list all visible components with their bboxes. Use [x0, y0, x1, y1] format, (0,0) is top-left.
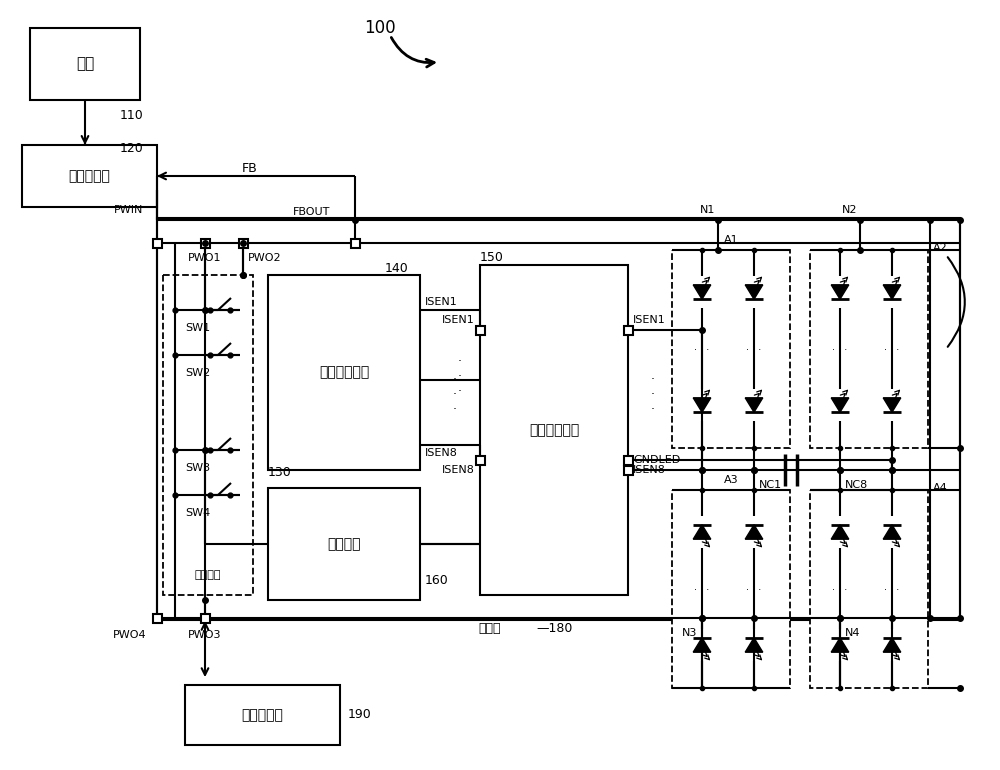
- Text: PWO4: PWO4: [113, 630, 147, 640]
- Text: SW3: SW3: [185, 463, 210, 473]
- Bar: [152, 239, 162, 247]
- Text: ISEN1: ISEN1: [442, 315, 475, 325]
- Bar: [200, 614, 210, 622]
- Text: N2: N2: [842, 205, 857, 215]
- Bar: [810, 490, 928, 688]
- Polygon shape: [883, 285, 901, 300]
- Polygon shape: [693, 398, 711, 412]
- Polygon shape: [883, 525, 901, 539]
- Bar: [476, 456, 484, 464]
- Text: 120: 120: [120, 142, 144, 155]
- Text: 100: 100: [364, 19, 396, 37]
- Text: PWO1: PWO1: [188, 253, 222, 263]
- Bar: [185, 685, 340, 745]
- Text: 时序控制器: 时序控制器: [242, 708, 283, 722]
- Bar: [268, 488, 420, 600]
- Text: ISEN1: ISEN1: [633, 315, 666, 325]
- Text: ISEN1: ISEN1: [425, 297, 458, 307]
- Text: A3: A3: [724, 475, 738, 485]
- Text: 电流调节模块: 电流调节模块: [529, 423, 579, 437]
- Text: ·
·
·: · · ·: [458, 356, 462, 399]
- Text: · · ·: · · ·: [884, 585, 900, 595]
- Bar: [200, 239, 210, 247]
- Bar: [157, 218, 960, 620]
- Text: PWO3: PWO3: [188, 630, 222, 640]
- Polygon shape: [831, 525, 849, 539]
- Text: · · ·: · · ·: [746, 585, 762, 595]
- Text: 130: 130: [268, 466, 292, 478]
- Polygon shape: [831, 285, 849, 300]
- Polygon shape: [831, 638, 849, 652]
- Polygon shape: [693, 525, 711, 539]
- Bar: [22, 145, 157, 207]
- Bar: [30, 28, 140, 100]
- Polygon shape: [693, 638, 711, 652]
- Bar: [480, 265, 628, 595]
- Polygon shape: [745, 285, 763, 300]
- Text: · · ·: · · ·: [884, 345, 900, 355]
- Text: · · ·: · · ·: [832, 345, 848, 355]
- Bar: [476, 326, 484, 334]
- Text: 190: 190: [348, 708, 372, 721]
- Text: · · ·: · · ·: [746, 345, 762, 355]
- Bar: [810, 250, 928, 448]
- Text: 140: 140: [385, 262, 409, 274]
- Text: SW2: SW2: [185, 368, 210, 378]
- Text: ·
·
·: · · ·: [651, 373, 655, 417]
- Text: ·
·
·: · · ·: [453, 373, 457, 417]
- Text: ISEN8: ISEN8: [425, 448, 458, 458]
- Bar: [624, 456, 633, 464]
- Polygon shape: [745, 525, 763, 539]
- Polygon shape: [883, 638, 901, 652]
- Text: · · ·: · · ·: [694, 585, 710, 595]
- Text: 解码模块: 解码模块: [327, 537, 361, 551]
- Polygon shape: [831, 398, 849, 412]
- Text: 150: 150: [480, 250, 504, 263]
- Text: —180: —180: [537, 621, 573, 634]
- Bar: [239, 239, 248, 247]
- Bar: [624, 466, 633, 474]
- Text: ISEN8: ISEN8: [442, 465, 475, 475]
- Text: 电源转换器: 电源转换器: [69, 169, 110, 183]
- Text: 开关模块: 开关模块: [195, 570, 221, 580]
- Bar: [163, 275, 253, 595]
- Text: ISEN8: ISEN8: [633, 465, 666, 475]
- Text: A4: A4: [933, 483, 948, 493]
- Text: SW4: SW4: [185, 508, 210, 518]
- Text: 控制器: 控制器: [479, 621, 501, 634]
- Text: 电源: 电源: [76, 56, 94, 72]
- Polygon shape: [693, 285, 711, 300]
- Text: N3: N3: [682, 628, 697, 638]
- Text: N1: N1: [700, 205, 715, 215]
- FancyArrowPatch shape: [391, 38, 434, 67]
- Text: · · ·: · · ·: [694, 345, 710, 355]
- Text: FBOUT: FBOUT: [293, 207, 330, 217]
- Bar: [672, 490, 790, 688]
- Polygon shape: [745, 398, 763, 412]
- Polygon shape: [745, 638, 763, 652]
- Bar: [268, 275, 420, 470]
- Text: FB: FB: [242, 162, 258, 175]
- Bar: [672, 250, 790, 448]
- Text: NC8: NC8: [845, 480, 868, 490]
- Bar: [624, 326, 633, 334]
- Text: A1: A1: [724, 235, 738, 245]
- Text: 反馈控制模块: 反馈控制模块: [319, 366, 369, 380]
- Text: GNDLED: GNDLED: [633, 455, 680, 465]
- Text: PWIN: PWIN: [114, 205, 143, 215]
- Polygon shape: [883, 398, 901, 412]
- Bar: [152, 614, 162, 622]
- Text: PWO2: PWO2: [248, 253, 282, 263]
- Text: 110: 110: [120, 109, 144, 122]
- Text: 160: 160: [425, 574, 449, 587]
- Text: · · ·: · · ·: [832, 585, 848, 595]
- Text: NC1: NC1: [759, 480, 782, 490]
- Text: N4: N4: [845, 628, 860, 638]
- Text: A2: A2: [933, 243, 948, 253]
- Text: SW1: SW1: [185, 323, 210, 333]
- Bar: [351, 239, 360, 247]
